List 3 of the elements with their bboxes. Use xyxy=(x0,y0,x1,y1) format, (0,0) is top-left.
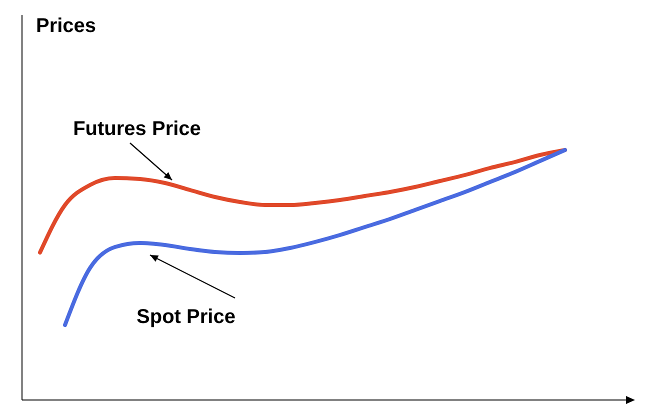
text: Futures Price xyxy=(73,118,201,140)
text: Spot Price xyxy=(136,306,236,328)
text: Prices xyxy=(36,15,96,37)
